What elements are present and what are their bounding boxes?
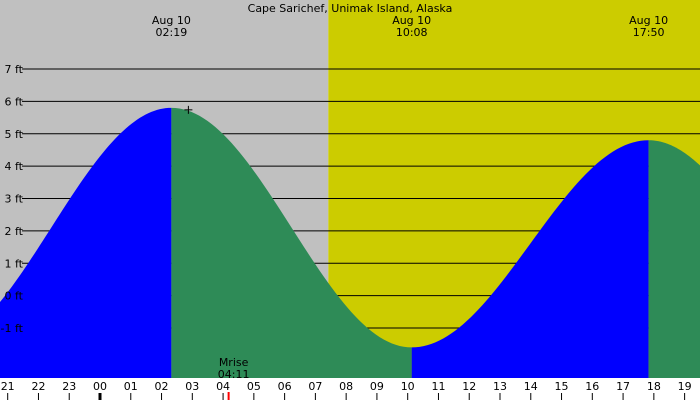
x-tick-label-11: 08 [339,380,353,393]
chart-title: Cape Sarichef, Unimak Island, Alaska [248,2,453,15]
y-tick-label-7: 0 ft [5,290,24,303]
x-tick-label-22: 19 [678,380,692,393]
extreme-date-2: Aug 10 [629,14,668,27]
y-tick-label-8: -1 ft [1,322,24,335]
y-tick-label-4: 3 ft [5,193,24,206]
x-tick-label-15: 12 [462,380,476,393]
x-tick-label-0: 21 [1,380,15,393]
y-tick-label-1: 6 ft [5,95,24,108]
x-tick-label-20: 17 [616,380,630,393]
tide-areas [0,105,700,378]
x-tick-label-18: 15 [555,380,569,393]
x-tick-label-12: 09 [370,380,384,393]
x-tick-label-14: 11 [431,380,445,393]
x-tick-label-6: 03 [185,380,199,393]
x-tick-label-17: 14 [524,380,538,393]
y-tick-label-3: 4 ft [5,160,24,173]
y-tick-label-0: 7 ft [5,63,24,76]
x-tick-label-21: 18 [647,380,661,393]
x-tick-labels: 21 22 23 00 01 02 03 04 05 06 07 08 09 10 11 12 13 14 15 16… [1,380,692,400]
rising-tide-area-0 [0,107,172,378]
extreme-date-0: Aug 10 [152,14,191,27]
x-tick-label-13: 10 [401,380,415,393]
moonrise-label: Mrise [219,356,249,369]
rising-tide-area-2 [411,140,649,378]
y-tick-label-5: 2 ft [5,225,24,238]
x-tick-label-2: 23 [62,380,76,393]
y-tick-labels: 7 ft 6 ft 5 ft 4 ft 3 ft 2 ft 1 ft 0 ft -1 ft [1,63,24,335]
x-tick-label-1: 22 [31,380,45,393]
x-tick-label-9: 06 [278,380,292,393]
extreme-time-1: 10:08 [396,26,428,39]
x-tick-label-5: 02 [155,380,169,393]
x-tick-label-19: 16 [585,380,599,393]
falling-tide-area-1 [171,107,412,378]
x-tick-label-8: 05 [247,380,261,393]
moonrise-time: 04:11 [218,368,250,381]
extreme-time-2: 17:50 [633,26,665,39]
high-tide-marker [184,105,193,114]
x-tick-label-4: 01 [124,380,138,393]
extreme-date-1: Aug 10 [392,14,431,27]
extreme-time-0: 02:19 [156,26,188,39]
y-tick-label-6: 1 ft [5,257,24,270]
x-tick-label-16: 13 [493,380,507,393]
falling-tide-area-3 [648,140,700,378]
x-tick-label-10: 07 [308,380,322,393]
x-tick-label-3: 00 [93,380,107,393]
y-tick-label-2: 5 ft [5,128,24,141]
x-tick-label-7: 04 [216,380,230,393]
